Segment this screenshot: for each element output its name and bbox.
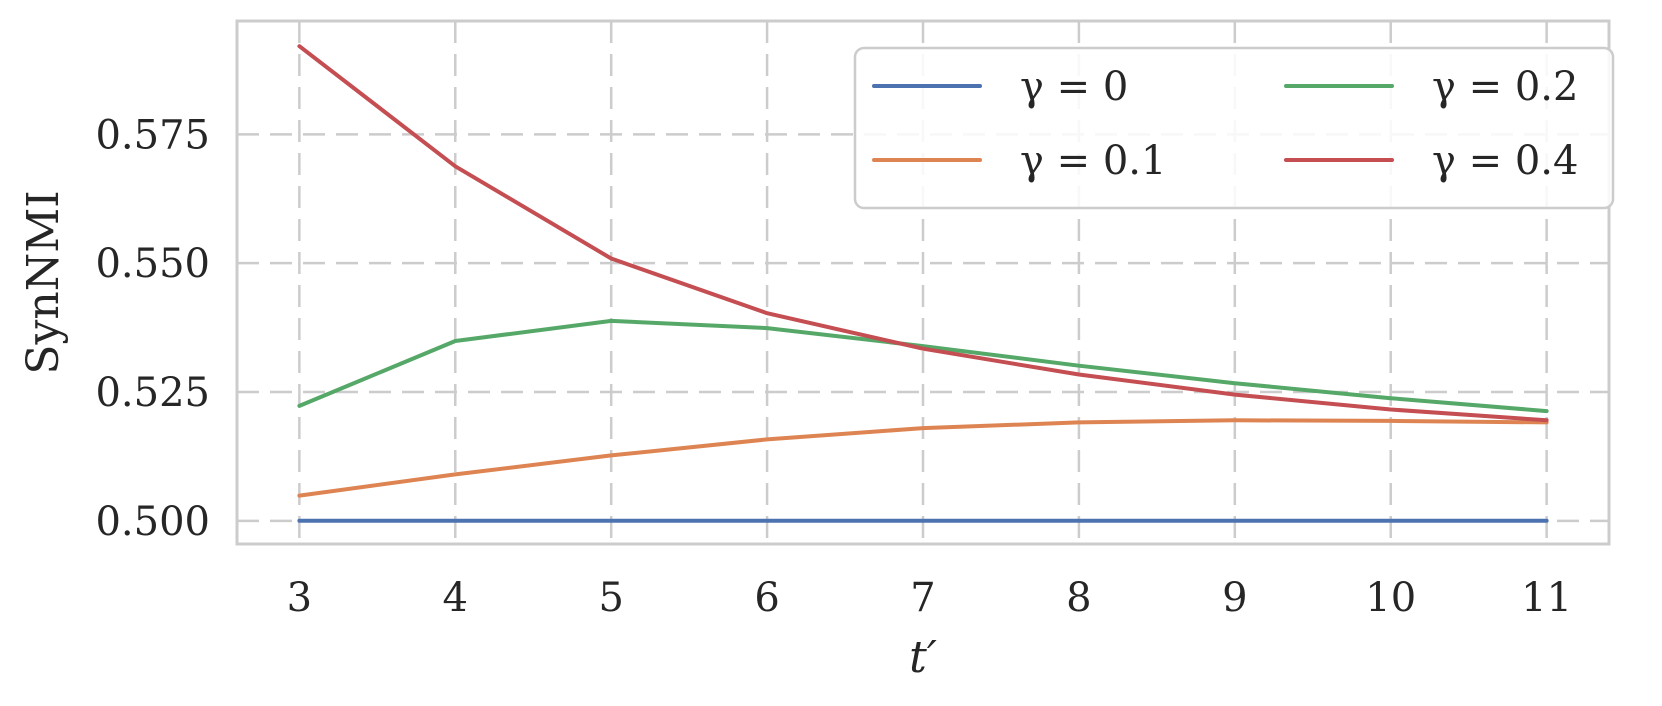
legend-item: γ = 0.4 — [1284, 138, 1578, 184]
y-axis-label: SynNMI — [18, 190, 69, 374]
x-tick-label: 7 — [910, 575, 935, 621]
y-tick-label: 0.500 — [95, 499, 210, 545]
x-tick-label: 4 — [443, 575, 468, 621]
legend-label: γ = 0 — [1020, 64, 1128, 110]
y-tick-labels: 0.500 0.525 0.550 0.575 — [95, 112, 210, 544]
legend-item: γ = 0.1 — [872, 138, 1166, 184]
series-line-3 — [297, 44, 1549, 423]
y-tick-label: 0.550 — [95, 241, 210, 287]
x-tick-label: 10 — [1365, 575, 1416, 621]
x-tick-labels: 3 4 5 6 7 8 9 10 11 — [287, 575, 1572, 621]
legend-item: γ = 0.2 — [1284, 64, 1578, 110]
legend-box — [853, 46, 1615, 210]
x-tick-label: 5 — [598, 575, 623, 621]
series-line-2 — [297, 318, 1549, 414]
legend-label: γ = 0.2 — [1432, 64, 1578, 110]
series-lines — [297, 44, 1549, 523]
x-tick-label: 3 — [287, 575, 312, 621]
x-tick-label: 8 — [1066, 575, 1091, 621]
x-axis-label: t′ — [909, 632, 937, 683]
series-line-1 — [297, 418, 1549, 498]
legend-item: γ = 0 — [872, 64, 1128, 110]
y-tick-label: 0.525 — [95, 370, 210, 416]
x-tick-label: 9 — [1222, 575, 1247, 621]
y-tick-label: 0.575 — [95, 112, 210, 158]
legend: γ = 0 γ = 0.1 γ = 0.2 γ = 0.4 — [853, 46, 1615, 210]
x-tick-label: 11 — [1521, 575, 1572, 621]
legend-label: γ = 0.4 — [1432, 138, 1578, 184]
x-tick-label: 6 — [754, 575, 779, 621]
plot-frame — [235, 19, 1611, 546]
legend-label: γ = 0.1 — [1020, 138, 1166, 184]
